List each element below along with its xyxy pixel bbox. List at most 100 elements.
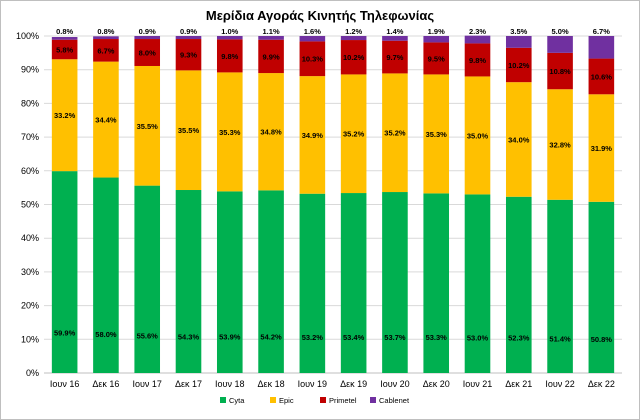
bar-cablenet <box>505 36 532 48</box>
bar-epic <box>299 76 326 194</box>
data-label-epic: 35.3% <box>426 130 448 139</box>
data-label-primetel: 10.3% <box>302 55 324 64</box>
data-label-cablenet: 0.9% <box>180 27 197 36</box>
bar-primetel <box>505 47 532 83</box>
bar-epic <box>51 59 78 172</box>
bar-primetel <box>93 39 119 62</box>
data-label-cyta: 58.0% <box>95 330 117 339</box>
bar-epic <box>258 73 284 191</box>
data-label-epic: 31.9% <box>591 144 613 153</box>
data-label-primetel: 9.8% <box>221 52 238 61</box>
x-tick-label: Δεκ 21 <box>505 379 532 389</box>
data-label-cyta: 53.7% <box>384 333 406 342</box>
y-tick-label: 30% <box>21 267 39 277</box>
bar-epic <box>93 61 119 178</box>
bar-epic <box>423 74 450 194</box>
bar-epic <box>175 70 202 191</box>
bar-primetel <box>51 39 78 60</box>
data-label-cablenet: 0.8% <box>56 27 73 36</box>
bar-epic <box>134 65 161 186</box>
data-label-primetel: 8.0% <box>139 49 156 58</box>
legend-swatch-primetel <box>320 397 326 403</box>
bar-cablenet <box>258 36 284 40</box>
legend-swatch-cablenet <box>370 397 376 403</box>
data-label-epic: 35.2% <box>343 130 365 139</box>
bar-cyta <box>216 191 243 373</box>
bar-cablenet <box>382 36 408 41</box>
bar-cablenet <box>175 36 202 40</box>
data-label-cyta: 53.4% <box>343 333 365 342</box>
bar-epic <box>216 72 243 192</box>
x-tick-label: Δεκ 16 <box>92 379 119 389</box>
data-label-epic: 34.0% <box>508 135 530 144</box>
data-label-primetel: 6.7% <box>97 46 114 55</box>
legend-label-primetel: Primetel <box>329 396 357 405</box>
y-tick-label: 50% <box>21 200 39 210</box>
data-label-cyta: 59.9% <box>54 329 76 338</box>
data-label-epic: 35.0% <box>467 131 489 140</box>
y-tick-label: 100% <box>16 31 39 41</box>
x-tick-label: Ιουν 17 <box>132 379 161 389</box>
data-label-cyta: 54.3% <box>178 332 200 341</box>
data-label-cablenet: 6.7% <box>593 27 610 36</box>
bar-cablenet <box>51 37 78 40</box>
data-label-epic: 34.8% <box>260 128 282 137</box>
data-label-primetel: 5.8% <box>56 45 73 54</box>
bar-cyta <box>93 177 119 373</box>
bar-cablenet <box>547 36 573 53</box>
legend-label-cablenet: Cablenet <box>379 396 410 405</box>
bar-cablenet <box>134 36 161 40</box>
data-label-primetel: 9.8% <box>469 56 486 65</box>
bar-cyta <box>134 185 161 373</box>
bar-primetel <box>299 41 326 77</box>
bar-cyta <box>382 192 408 373</box>
data-label-epic: 35.5% <box>137 122 159 131</box>
bar-epic <box>340 74 367 194</box>
data-label-epic: 33.2% <box>54 111 76 120</box>
data-label-cyta: 54.2% <box>260 332 282 341</box>
data-label-cablenet: 1.2% <box>345 27 362 36</box>
bar-cyta <box>505 196 532 373</box>
data-label-cyta: 55.6% <box>137 332 159 341</box>
x-tick-label: Δεκ 17 <box>175 379 202 389</box>
data-label-primetel: 9.7% <box>386 53 403 62</box>
x-tick-label: Ιουν 21 <box>463 379 492 389</box>
data-label-cablenet: 3.5% <box>510 27 527 36</box>
data-label-cablenet: 2.3% <box>469 27 486 36</box>
bar-cablenet <box>93 36 119 40</box>
x-tick-label: Δεκ 18 <box>258 379 285 389</box>
y-tick-label: 60% <box>21 166 39 176</box>
data-label-cablenet: 1.0% <box>221 27 238 36</box>
data-label-primetel: 10.2% <box>508 61 530 70</box>
bar-cyta <box>340 193 367 373</box>
x-tick-label: Ιουν 18 <box>215 379 244 389</box>
x-tick-label: Δεκ 20 <box>423 379 450 389</box>
chart-title: Μερίδια Αγοράς Κινητής Τηλεφωνίας <box>205 8 435 23</box>
bar-primetel <box>547 52 573 90</box>
legend-swatch-cyta <box>220 397 226 403</box>
data-label-cablenet: 1.1% <box>263 27 280 36</box>
data-label-primetel: 10.6% <box>591 72 613 81</box>
data-label-epic: 35.2% <box>384 129 406 138</box>
data-label-cyta: 51.4% <box>549 334 571 343</box>
data-label-cablenet: 1.4% <box>386 27 403 36</box>
bar-primetel <box>340 40 367 75</box>
bar-cablenet <box>216 36 243 40</box>
y-tick-label: 80% <box>21 98 39 108</box>
y-tick-label: 90% <box>21 65 39 75</box>
bar-cyta <box>547 199 573 373</box>
legend-label-cyta: Cyta <box>229 396 245 405</box>
y-tick-label: 0% <box>26 368 39 378</box>
legend-label-epic: Epic <box>279 396 294 405</box>
bar-primetel <box>464 43 491 77</box>
data-label-cyta: 52.3% <box>508 334 530 343</box>
data-label-primetel: 10.8% <box>549 67 571 76</box>
bar-primetel <box>588 58 615 95</box>
bar-cyta <box>464 194 491 373</box>
data-label-cyta: 53.9% <box>219 333 241 342</box>
x-tick-label: Δεκ 22 <box>588 379 615 389</box>
bar-epic <box>382 73 408 193</box>
data-label-epic: 34.9% <box>302 131 324 140</box>
data-label-cyta: 50.8% <box>591 335 613 344</box>
data-label-epic: 32.8% <box>549 141 571 150</box>
